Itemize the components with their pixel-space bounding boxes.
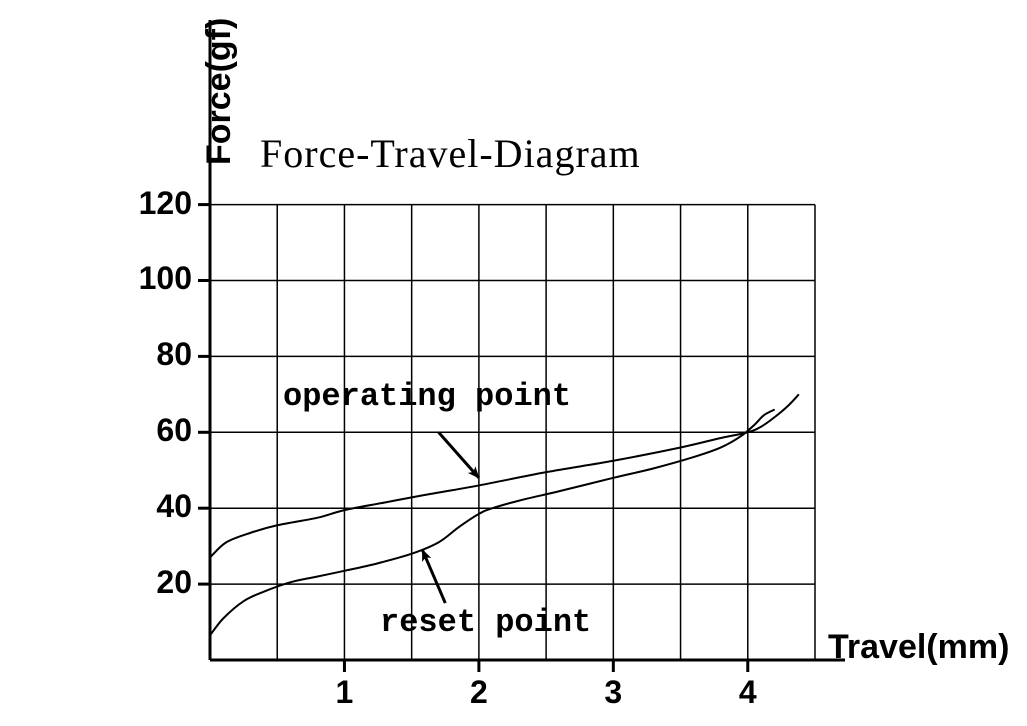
y-axis-label: Force(gf) [200,18,239,165]
y-tick-label: 100 [124,260,192,297]
operating-arrow [439,432,479,478]
y-tick-label: 40 [124,488,192,525]
reset-point-label: reset point [380,604,591,641]
chart-title: Force-Travel-Diagram [260,130,641,177]
x-tick-label: 2 [459,674,499,711]
reset-arrow [422,550,445,603]
y-tick-label: 20 [124,564,192,601]
x-axis-label: Travel(mm) [828,628,1009,667]
y-tick-label: 60 [124,412,192,449]
x-tick-label: 1 [324,674,364,711]
x-tick-label: 4 [728,674,768,711]
operating-point-label: operating point [283,378,571,415]
y-tick-label: 120 [124,185,192,222]
force-travel-chart: Force(gf) Travel(mm) Force-Travel-Diagra… [0,0,1027,726]
y-tick-label: 80 [124,336,192,373]
x-tick-label: 3 [593,674,633,711]
operating-curve [210,394,799,557]
